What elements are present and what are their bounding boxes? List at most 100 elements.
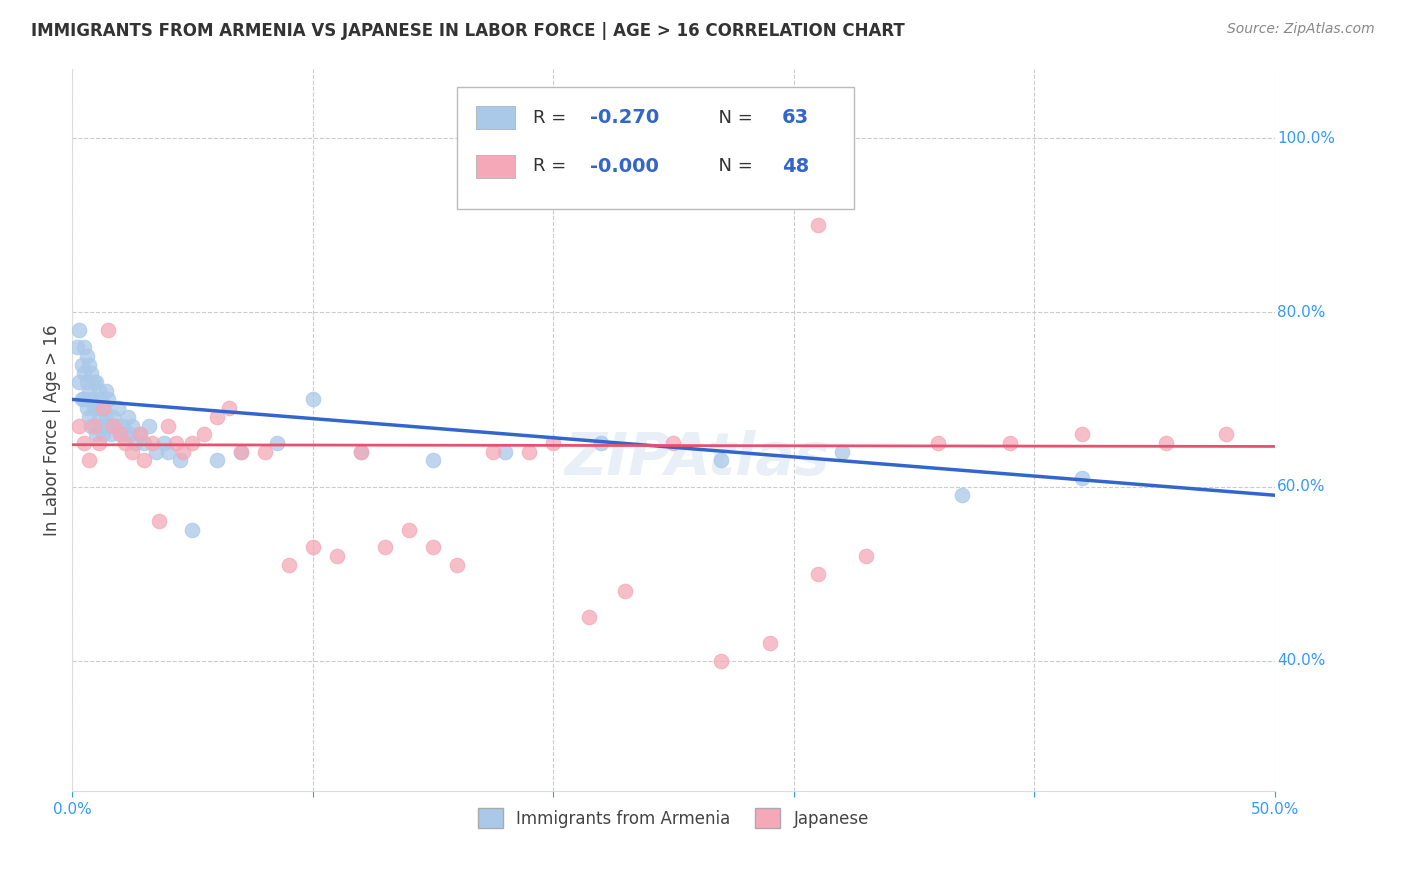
Point — [117, 409, 139, 424]
Point — [121, 444, 143, 458]
Point — [374, 541, 396, 555]
Point — [76, 401, 98, 416]
Point — [218, 401, 240, 416]
Point — [758, 636, 780, 650]
Text: -0.000: -0.000 — [591, 157, 659, 176]
Point — [114, 436, 136, 450]
Point — [494, 444, 516, 458]
Point — [181, 436, 204, 450]
Point — [998, 436, 1021, 450]
Point — [87, 436, 110, 450]
Point — [205, 409, 228, 424]
Point — [710, 453, 733, 467]
Point — [807, 219, 830, 233]
Point — [172, 444, 194, 458]
Point — [70, 392, 93, 407]
Point — [855, 549, 877, 564]
Point — [807, 566, 830, 581]
Point — [1071, 427, 1094, 442]
Point — [128, 427, 150, 442]
Point — [118, 427, 141, 442]
Point — [165, 436, 187, 450]
Point — [169, 453, 191, 467]
Point — [710, 654, 733, 668]
Point — [97, 323, 120, 337]
Point — [124, 436, 146, 450]
Point — [301, 392, 323, 407]
Point — [83, 375, 105, 389]
Point — [326, 549, 349, 564]
Point — [69, 418, 91, 433]
FancyBboxPatch shape — [457, 87, 853, 210]
Point — [578, 610, 600, 624]
Point — [138, 418, 160, 433]
Point — [107, 401, 129, 416]
Point — [277, 558, 299, 572]
Point — [831, 444, 853, 458]
Point — [134, 436, 156, 450]
Point — [114, 427, 136, 442]
Point — [93, 401, 115, 416]
Point — [1215, 427, 1237, 442]
Point — [73, 436, 96, 450]
Point — [97, 392, 120, 407]
Point — [541, 436, 564, 450]
Point — [97, 418, 120, 433]
Point — [662, 436, 685, 450]
Point — [77, 358, 100, 372]
Point — [446, 558, 468, 572]
Point — [90, 418, 112, 433]
Legend: Immigrants from Armenia, Japanese: Immigrants from Armenia, Japanese — [471, 801, 876, 835]
Point — [100, 427, 122, 442]
Point — [69, 323, 91, 337]
Text: R =: R = — [533, 157, 572, 175]
Point — [482, 444, 505, 458]
Point — [128, 427, 150, 442]
Point — [141, 436, 163, 450]
Point — [70, 358, 93, 372]
Point — [145, 444, 167, 458]
Text: IMMIGRANTS FROM ARMENIA VS JAPANESE IN LABOR FORCE | AGE > 16 CORRELATION CHART: IMMIGRANTS FROM ARMENIA VS JAPANESE IN L… — [31, 22, 904, 40]
FancyBboxPatch shape — [477, 106, 515, 129]
Point — [110, 427, 132, 442]
Point — [591, 436, 613, 450]
Point — [104, 418, 127, 433]
Text: 100.0%: 100.0% — [1277, 131, 1334, 145]
Point — [83, 418, 105, 433]
Text: 63: 63 — [782, 108, 808, 128]
Point — [422, 453, 444, 467]
Point — [101, 409, 124, 424]
Point — [157, 444, 180, 458]
Text: -0.270: -0.270 — [591, 108, 659, 128]
Y-axis label: In Labor Force | Age > 16: In Labor Force | Age > 16 — [44, 324, 60, 536]
Point — [229, 444, 252, 458]
Text: 60.0%: 60.0% — [1277, 479, 1326, 494]
Point — [266, 436, 288, 450]
Text: Source: ZipAtlas.com: Source: ZipAtlas.com — [1227, 22, 1375, 37]
Point — [614, 584, 637, 599]
Point — [76, 349, 98, 363]
Point — [76, 375, 98, 389]
Point — [94, 384, 117, 398]
Point — [80, 366, 103, 380]
Point — [66, 340, 89, 354]
Text: 48: 48 — [782, 157, 808, 176]
Point — [87, 384, 110, 398]
Point — [1156, 436, 1178, 450]
Point — [84, 427, 107, 442]
Point — [181, 523, 204, 537]
Point — [73, 366, 96, 380]
Point — [121, 418, 143, 433]
Point — [152, 436, 174, 450]
Point — [111, 418, 134, 433]
Point — [148, 514, 170, 528]
Point — [93, 427, 115, 442]
Point — [1071, 471, 1094, 485]
Point — [73, 340, 96, 354]
Point — [229, 444, 252, 458]
Point — [69, 375, 91, 389]
Point — [350, 444, 373, 458]
Point — [422, 541, 444, 555]
Point — [80, 392, 103, 407]
Point — [110, 427, 132, 442]
